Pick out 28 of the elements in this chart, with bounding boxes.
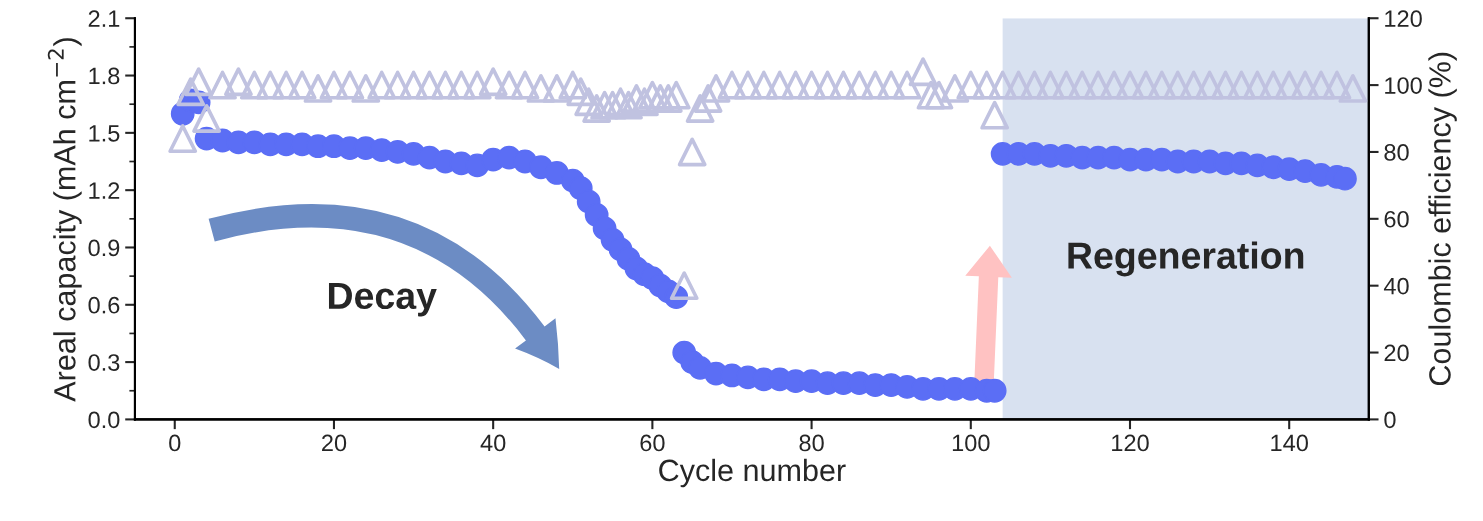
y-tick-label: 1.8: [89, 67, 120, 85]
y-tick-label: 1.5: [89, 125, 120, 142]
y2-tick-label: 40: [1383, 277, 1409, 295]
x-tick-label: 120: [1112, 434, 1149, 452]
band-label: Regeneration: [1068, 241, 1304, 277]
y2-tick-label: 80: [1384, 144, 1409, 161]
x-axis-title: Cycle number: [659, 458, 846, 488]
y2-tick-label: 60: [1384, 210, 1409, 228]
y-axis-title: Areal capacity (mAh cm$^{−2}$): [47, 38, 82, 402]
y-tick-label: 0.3: [88, 354, 120, 371]
y-tick-label: 0.0: [88, 411, 120, 429]
y-tick-label: 1.2: [89, 182, 120, 199]
y2-tick-label: 100: [1385, 77, 1422, 94]
y-tick-label: 0.9: [88, 239, 120, 257]
x-tick-label: 100: [952, 434, 990, 452]
y-tick-label: 0.6: [88, 296, 120, 314]
x-tick-label: 20: [322, 434, 347, 452]
y2-axis-title: Coulombic efficiency (%): [1428, 52, 1457, 386]
x-tick-label: 140: [1271, 434, 1308, 452]
x-tick-label: 80: [799, 434, 824, 452]
y-tick-label: 2.1: [88, 10, 120, 27]
x-tick-label: 0: [169, 434, 181, 452]
x-tick-label: 60: [640, 434, 665, 452]
x-tick-label: 40: [480, 434, 506, 452]
y2-tick-label: 0: [1384, 411, 1396, 429]
annotation: Decay: [328, 282, 437, 317]
y2-tick-label: 120: [1385, 10, 1422, 28]
y2-tick-label: 20: [1384, 344, 1409, 362]
